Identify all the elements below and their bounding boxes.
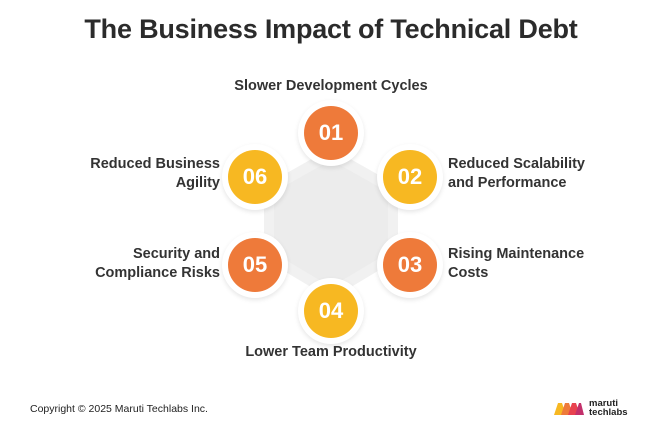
step-01-label: Slower Development Cycles [180, 77, 482, 96]
step-05-label-line-1: Security and [132, 246, 220, 262]
step-01-label-line: Slower Development Cycles [234, 78, 428, 94]
logo-line-1: maruti [589, 398, 619, 409]
step-01-badge: 01 [304, 106, 358, 160]
step-03-number: 03 [397, 252, 423, 277]
step-04-label-line: Lower Team Productivity [245, 344, 417, 360]
step-05-number: 05 [242, 252, 268, 277]
step-06-badge: 06 [228, 150, 282, 204]
step-02-label-line-1: Reduced Scalability [448, 156, 585, 172]
step-05-label-line-2: Compliance Risks [95, 265, 220, 281]
step-02-label: Reduced Scalability and Performance [448, 155, 648, 193]
step-02-number: 02 [397, 164, 423, 189]
copyright-text: Copyright © 2025 Maruti Techlabs Inc. [30, 403, 208, 415]
step-06-label: Reduced Business Agility [20, 155, 220, 193]
step-06-label-line-1: Reduced Business [90, 156, 220, 172]
step-05-label: Security and Compliance Risks [20, 245, 220, 283]
step-02-label-line-2: and Performance [448, 175, 567, 191]
maruti-logo-icon [554, 403, 584, 415]
step-02-badge: 02 [383, 150, 437, 204]
step-03-label-line-1: Rising Maintenance [448, 246, 585, 262]
step-03-label-line-2: Costs [448, 265, 489, 281]
company-logo: maruti techlabs [553, 399, 628, 417]
step-04-label: Lower Team Productivity [180, 343, 482, 362]
step-01-number: 01 [318, 120, 344, 145]
page-title: The Business Impact of Technical Debt [84, 14, 578, 44]
logo-wordmark: maruti techlabs [589, 398, 628, 418]
logo-line-2: techlabs [589, 407, 628, 418]
step-03-badge: 03 [383, 238, 437, 292]
step-06-number: 06 [242, 164, 268, 189]
step-04-badge: 04 [304, 284, 358, 338]
step-06-label-line-2: Agility [175, 175, 220, 191]
step-04-number: 04 [318, 298, 344, 323]
step-05-badge: 05 [228, 238, 282, 292]
step-03-label: Rising Maintenance Costs [448, 245, 648, 283]
